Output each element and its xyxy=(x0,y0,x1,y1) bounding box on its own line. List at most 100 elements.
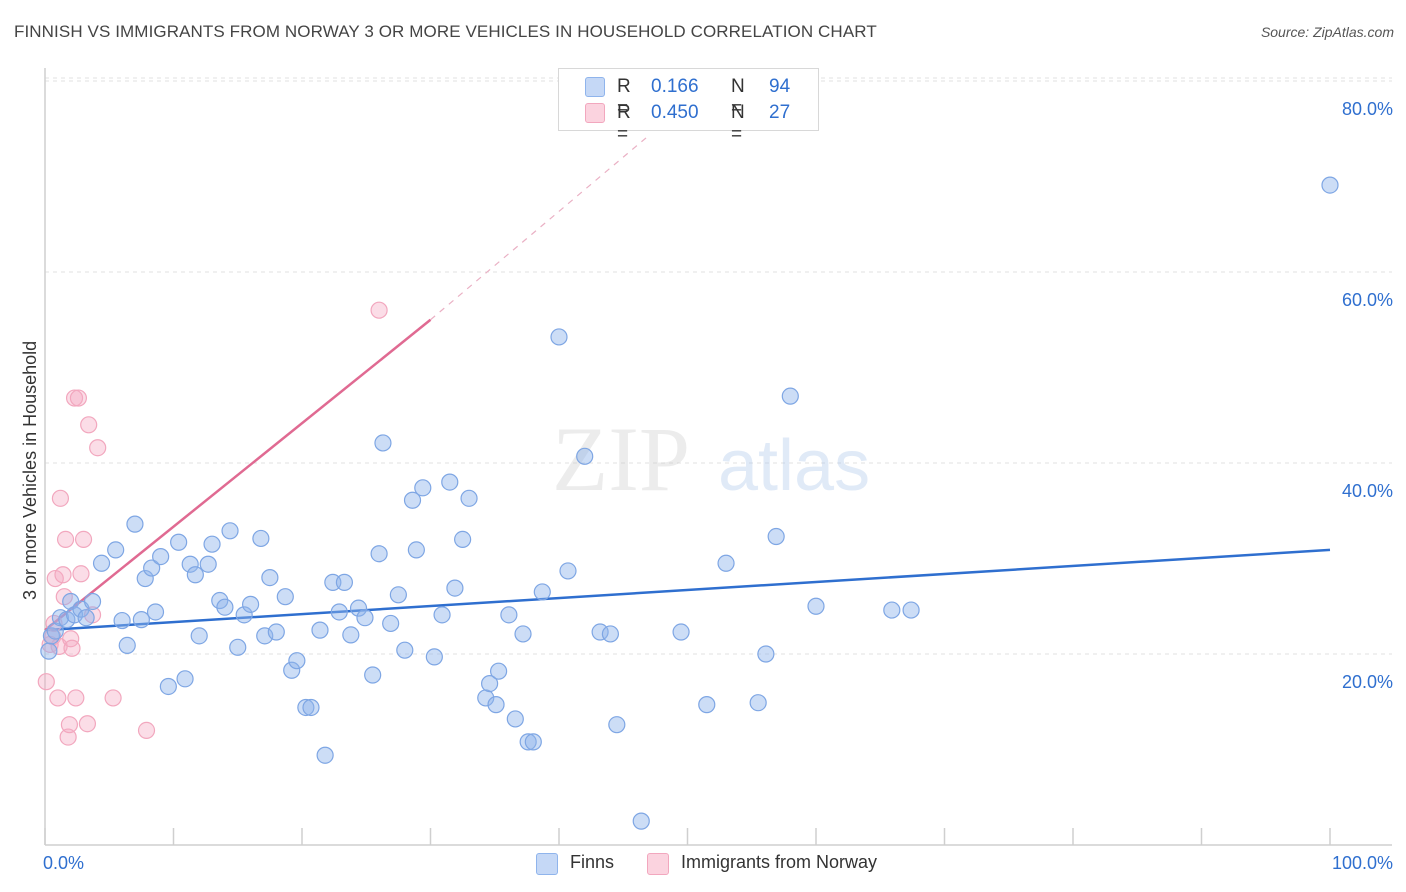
norway-point xyxy=(56,530,75,549)
norway-trend-extension xyxy=(430,134,650,321)
finns-point xyxy=(481,675,499,693)
norway-point xyxy=(60,716,79,734)
finns-n-value: 94 xyxy=(769,76,791,97)
norway-trend-line xyxy=(44,318,432,632)
finns-point xyxy=(276,588,294,606)
norway-point xyxy=(74,530,93,549)
finns-point xyxy=(883,601,901,619)
y-tick-label: 80.0% xyxy=(1342,99,1393,119)
finns-point xyxy=(382,614,400,633)
trend-lines xyxy=(44,134,1331,632)
finns-point xyxy=(425,648,443,666)
finns-point xyxy=(261,568,279,587)
norway-point xyxy=(137,721,156,740)
finns-point xyxy=(550,328,568,346)
finns-point xyxy=(767,527,785,546)
norway-points xyxy=(37,301,388,746)
x-tick-label: 0.0% xyxy=(43,853,84,873)
norway-n-label: N = xyxy=(731,102,745,145)
finns-point xyxy=(608,716,626,734)
finns-point xyxy=(370,545,388,563)
finns-point xyxy=(199,555,217,573)
finns-point xyxy=(487,696,505,714)
norway-point xyxy=(63,639,81,657)
finns-point xyxy=(216,598,234,616)
finns-point xyxy=(477,689,495,707)
finns-point xyxy=(316,746,334,764)
grid-lines xyxy=(45,77,1392,655)
finns-point xyxy=(283,661,301,679)
finns-point xyxy=(118,636,136,655)
finns-point xyxy=(190,627,208,645)
finns-point xyxy=(591,623,609,641)
finns-point xyxy=(40,642,58,660)
finns-point xyxy=(902,601,920,619)
norway-legend-label: Immigrants from Norway xyxy=(681,852,878,872)
finns-point xyxy=(252,529,270,548)
finns-point xyxy=(632,812,650,830)
finns-point xyxy=(349,599,368,617)
finns-point xyxy=(514,625,532,643)
y-axis-label: 3 or more Vehicles in Household xyxy=(20,340,40,600)
finns-point xyxy=(170,533,188,551)
y-tick-label: 20.0% xyxy=(1342,672,1393,692)
norway-point xyxy=(80,416,98,434)
finns-point xyxy=(446,579,464,597)
norway-point xyxy=(78,715,97,733)
watermark-atlas: atlas xyxy=(718,426,870,506)
norway-point xyxy=(370,301,388,319)
finns-point xyxy=(672,623,690,641)
watermark-zip: ZIP xyxy=(552,408,690,510)
finns-point xyxy=(186,566,204,584)
norway-point xyxy=(72,565,90,583)
finns-point xyxy=(576,447,594,465)
finns-r-value: 0.166 xyxy=(651,76,699,97)
finns-point xyxy=(113,611,131,630)
finns-point xyxy=(342,626,360,644)
finns-point xyxy=(807,597,825,615)
finns-point xyxy=(229,638,247,656)
finns-point xyxy=(500,606,518,624)
finns-point xyxy=(107,541,125,559)
finns-point xyxy=(1321,176,1339,194)
finns-point xyxy=(717,554,735,572)
finns-point xyxy=(311,621,329,639)
watermark: ZIP atlas xyxy=(552,408,870,510)
x-tick-label: 100.0% xyxy=(1332,853,1393,873)
source-label: Source: ZipAtlas.com xyxy=(1260,24,1394,40)
finns-point xyxy=(242,595,260,613)
finns-point xyxy=(519,733,537,751)
tick-labels: 20.0% 40.0% 60.0% 80.0% 0.0% 100.0% xyxy=(43,99,1393,873)
norway-legend-swatch xyxy=(647,853,669,875)
finns-point xyxy=(490,662,508,680)
norway-r-label: R = xyxy=(617,102,631,145)
finns-point xyxy=(389,586,407,604)
norway-point xyxy=(104,689,122,707)
chart-title: FINNISH VS IMMIGRANTS FROM NORWAY 3 OR M… xyxy=(14,22,877,41)
finns-point xyxy=(396,641,414,659)
finns-point xyxy=(414,479,432,497)
finns-point xyxy=(330,603,348,621)
finns-point xyxy=(159,677,177,696)
finns-point xyxy=(460,489,478,507)
finns-point xyxy=(288,652,306,670)
finns-point xyxy=(221,522,239,540)
finns-point xyxy=(524,733,542,751)
finns-swatch xyxy=(585,77,605,97)
norway-swatch xyxy=(585,103,605,123)
finns-point xyxy=(181,555,199,573)
finns-n-label: N = xyxy=(731,76,745,119)
finns-point xyxy=(506,710,524,728)
finns-point xyxy=(698,696,716,714)
finns-point xyxy=(146,603,165,621)
finns-point xyxy=(132,611,150,629)
norway-r-value: 0.450 xyxy=(651,102,699,123)
finns-point xyxy=(749,694,767,712)
finns-point xyxy=(601,625,620,643)
norway-point xyxy=(54,566,72,584)
y-tick-label: 40.0% xyxy=(1342,481,1393,501)
finns-point xyxy=(176,670,194,688)
norway-point xyxy=(46,569,64,588)
finns-point xyxy=(757,645,775,663)
